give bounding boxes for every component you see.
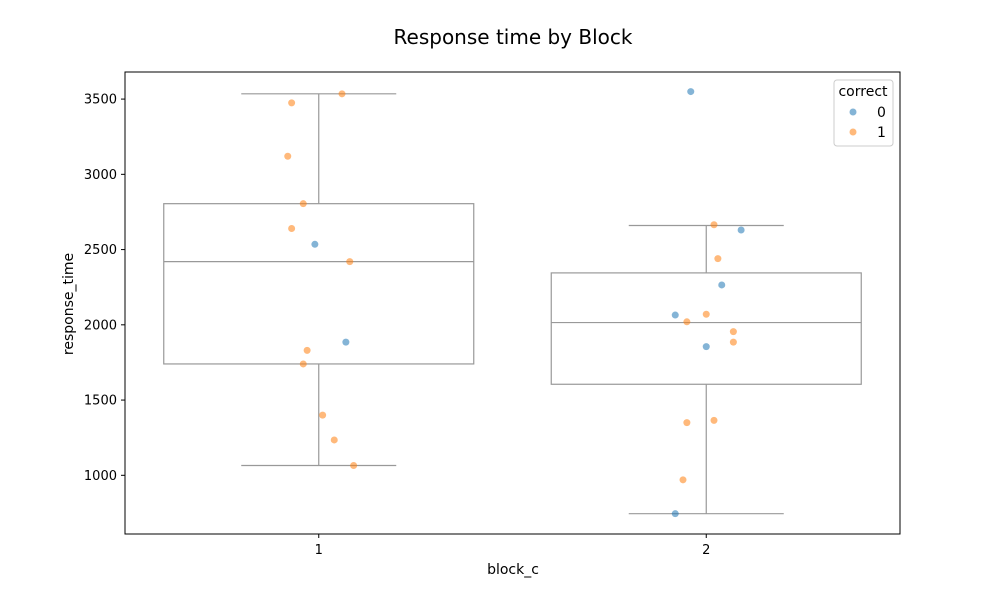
y-tick-label: 3000 bbox=[84, 168, 117, 183]
data-point bbox=[737, 226, 745, 234]
data-point bbox=[671, 311, 679, 319]
data-point bbox=[288, 225, 296, 233]
data-point bbox=[714, 255, 722, 263]
data-point bbox=[729, 328, 737, 336]
data-point bbox=[729, 338, 737, 346]
data-point bbox=[346, 258, 354, 266]
box-group-2 bbox=[550, 224, 862, 515]
data-point bbox=[683, 318, 691, 326]
data-point bbox=[342, 338, 350, 346]
x-tick-label: 1 bbox=[315, 543, 323, 558]
data-point bbox=[710, 221, 718, 229]
data-point bbox=[330, 436, 338, 444]
legend-label-1: 1 bbox=[877, 125, 886, 141]
data-point bbox=[683, 419, 691, 427]
iqr-box bbox=[163, 203, 475, 365]
y-tick-label: 2000 bbox=[84, 318, 117, 333]
axes-layer: 1000 1500 2000 2500 3000 3500 1 2 bbox=[84, 71, 901, 558]
legend-marker-0 bbox=[849, 108, 857, 116]
data-point bbox=[702, 343, 710, 351]
legend-title: correct bbox=[838, 84, 888, 100]
iqr-box bbox=[550, 272, 862, 385]
data-point bbox=[319, 411, 327, 419]
data-point bbox=[710, 416, 718, 424]
y-tick-label: 2500 bbox=[84, 243, 117, 258]
legend: correct 0 1 bbox=[833, 79, 894, 147]
box-group-1 bbox=[163, 93, 475, 467]
data-point bbox=[299, 200, 307, 208]
data-point bbox=[718, 281, 726, 289]
data-point bbox=[284, 152, 292, 160]
y-tick-label: 3500 bbox=[84, 93, 117, 108]
y-tick-label: 1500 bbox=[84, 394, 117, 409]
data-point bbox=[671, 510, 679, 518]
plot-frame bbox=[124, 71, 901, 535]
points-layer bbox=[284, 88, 745, 518]
y-tick-label: 1000 bbox=[84, 469, 117, 484]
data-point bbox=[687, 88, 695, 96]
y-axis-label: response_time bbox=[61, 253, 77, 355]
legend-label-0: 0 bbox=[877, 105, 886, 121]
data-point bbox=[288, 99, 296, 107]
data-point bbox=[338, 90, 346, 98]
data-point bbox=[303, 346, 311, 354]
boxes-layer bbox=[163, 93, 862, 515]
data-point bbox=[679, 476, 687, 484]
chart-title: Response time by Block bbox=[394, 25, 633, 49]
x-axis-label: block_c bbox=[487, 562, 539, 578]
data-point bbox=[350, 462, 358, 470]
data-point bbox=[299, 360, 307, 368]
legend-marker-1 bbox=[849, 128, 857, 136]
legend-frame bbox=[833, 79, 894, 147]
data-point bbox=[311, 240, 319, 248]
data-point bbox=[702, 310, 710, 318]
x-tick-label: 2 bbox=[702, 543, 710, 558]
